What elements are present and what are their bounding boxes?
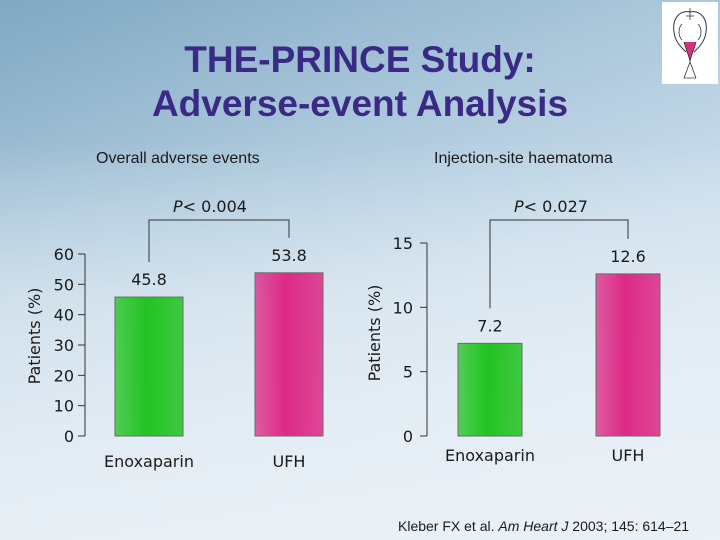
- chart2-y-tick-label: 10: [393, 298, 413, 317]
- chart2-category-label: Enoxaparin: [445, 446, 535, 465]
- chart2-y-tick-label: 15: [393, 234, 413, 253]
- chart2-value-label: 7.2: [477, 316, 502, 335]
- chart1-y-tick-label: 10: [54, 397, 74, 416]
- citation-authors: Kleber FX et al.: [398, 518, 499, 534]
- chart1-category-label: UFH: [273, 452, 306, 471]
- chart1-y-tick-label: 20: [54, 366, 74, 385]
- chart2-p-value: < 0.027: [523, 197, 588, 216]
- chart1-y-tick-label: 60: [54, 245, 74, 264]
- chart2-y-tick-label: 5: [403, 363, 413, 382]
- title-line-2: Adverse-event Analysis: [151, 83, 569, 124]
- chart2-bar-ufh: [595, 273, 661, 437]
- heart-lungs-icon: [662, 2, 718, 84]
- citation: Kleber FX et al. Am Heart J 2003; 145: 6…: [398, 518, 689, 534]
- chart1-bar-ufh: [254, 272, 324, 437]
- chart2-p-letter: P: [514, 197, 524, 216]
- chart2-p-annotation: P< 0.027: [514, 197, 588, 216]
- chart1-p-annotation: P< 0.004: [173, 197, 247, 216]
- chart1-value-label: 53.8: [271, 246, 307, 265]
- chart1-bar-enoxaparin: [114, 296, 184, 437]
- citation-details: 2003; 145: 614–21: [568, 518, 690, 534]
- chart1-p-value: < 0.004: [182, 197, 247, 216]
- chart1-value-label: 45.8: [131, 270, 167, 289]
- heart-lungs-logo: [662, 2, 718, 84]
- chart1-y-tick-label: 30: [54, 336, 74, 355]
- chart1-category-label: Enoxaparin: [104, 452, 194, 471]
- citation-journal: Am Heart J: [498, 518, 569, 534]
- chart1-y-tick-label: 50: [54, 275, 74, 294]
- chart1-p-letter: P: [173, 197, 183, 216]
- chart2-category-label: UFH: [612, 446, 645, 465]
- chart2-value-label: 12.6: [610, 247, 646, 266]
- chart2-y-tick-label: 0: [403, 427, 413, 446]
- chart2-title: Injection-site haematoma: [434, 150, 613, 167]
- chart1-title: Overall adverse events: [96, 150, 260, 167]
- title-line-1: THE-PRINCE Study:: [184, 39, 536, 80]
- chart1-y-tick-label: 0: [64, 427, 74, 446]
- chart2-significance-bracket: [489, 219, 629, 309]
- slide-title: THE-PRINCE Study: Adverse-event Analysis: [80, 38, 640, 126]
- chart2-bar-enoxaparin: [457, 342, 523, 437]
- chart1-y-tick-label: 40: [54, 306, 74, 325]
- chart1-significance-bracket: [148, 219, 290, 263]
- chart2-y-axis-label: Patients (%): [365, 285, 384, 382]
- chart1-y-axis-label: Patients (%): [25, 288, 44, 385]
